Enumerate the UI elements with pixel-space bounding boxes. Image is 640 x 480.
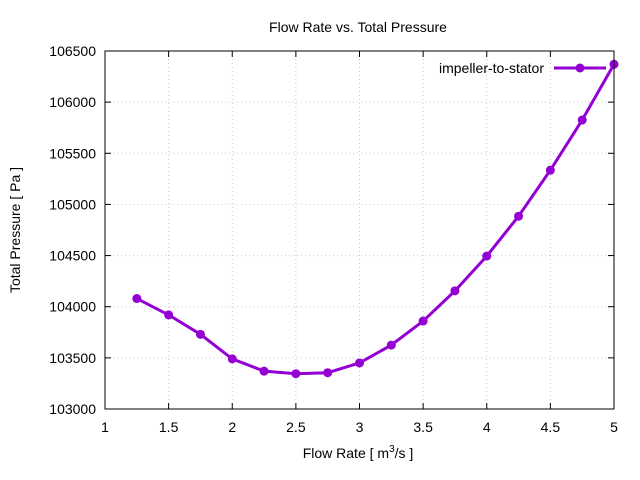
chart-title: Flow Rate vs. Total Pressure (269, 19, 447, 35)
data-point (355, 358, 364, 368)
data-point (323, 368, 333, 378)
y-tick-label: 103000 (49, 401, 96, 417)
data-point (386, 340, 396, 350)
y-tick-label: 104500 (49, 248, 96, 264)
y-tick-label: 106000 (49, 94, 96, 110)
x-tick-label: 4 (483, 419, 491, 435)
data-point (291, 369, 301, 379)
legend-label: impeller-to-stator (439, 60, 544, 76)
data-point (195, 329, 205, 339)
series-line (136, 63, 616, 376)
x-tick-label: 3.5 (413, 419, 433, 435)
x-tick-label: 1 (101, 419, 109, 435)
data-point (418, 316, 428, 326)
plot-frame (104, 50, 615, 410)
data-point (227, 354, 237, 364)
y-tick-label: 103500 (49, 350, 96, 366)
tick-labels: 1 1.5 2 2.5 3 3.5 4 4.5 5 103000 103500 104000 10450… (49, 43, 618, 435)
x-axis-label: Flow Rate [ m3/s ] (303, 444, 414, 461)
x-tick-label: 1.5 (159, 419, 179, 435)
data-point (482, 251, 492, 261)
grid (105, 51, 614, 409)
x-tick-label: 5 (610, 419, 618, 435)
x-axis-label-tail: /s ] (395, 445, 414, 461)
x-axis-label-main: Flow Rate [ m (303, 445, 389, 461)
data-point (164, 310, 174, 320)
y-tick-label: 105000 (49, 196, 96, 212)
legend-marker-sample (575, 63, 585, 73)
y-axis-label: Total Pressure [ Pa ] (7, 167, 23, 293)
x-tick-label: 2.5 (286, 419, 306, 435)
data-point (132, 294, 142, 304)
x-tick-label: 4.5 (541, 419, 561, 435)
x-axis-label-superscript: 3 (389, 444, 395, 455)
data-point (514, 211, 524, 221)
data-point (577, 115, 587, 125)
data-point (450, 286, 460, 296)
y-tick-label: 106500 (49, 43, 96, 59)
y-tick-label: 105500 (49, 145, 96, 161)
data-point (545, 165, 555, 175)
y-tick-label: 104000 (49, 299, 96, 315)
x-tick-label: 2 (228, 419, 236, 435)
legend: impeller-to-stator (439, 60, 606, 76)
data-point (259, 366, 269, 376)
x-tick-label: 3 (356, 419, 364, 435)
series-layer (132, 59, 619, 379)
